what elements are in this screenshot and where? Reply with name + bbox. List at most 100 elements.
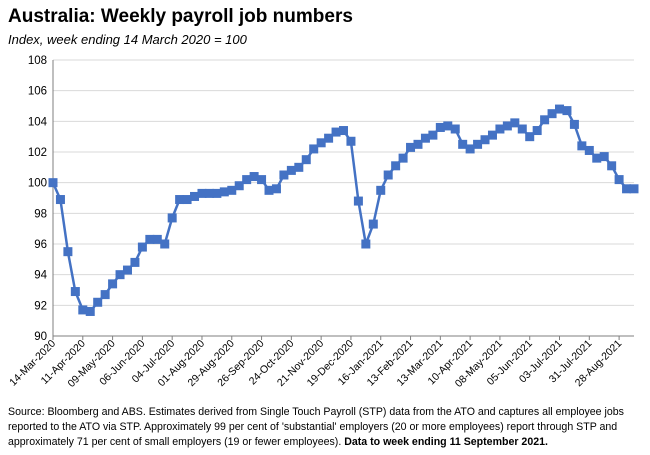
data-point [450,124,460,134]
data-point [234,181,244,191]
data-point [78,305,88,315]
data-cutoff-note: Data to week ending 11 September 2021. [344,436,548,448]
data-point [540,115,550,125]
data-point [487,130,497,140]
data-point [271,184,281,194]
data-point [130,257,140,267]
data-point [190,191,200,201]
chart-title: Australia: Weekly payroll job numbers [8,6,353,27]
data-point [55,195,65,205]
data-point [622,184,632,194]
data-point [555,104,565,114]
data-point [428,130,438,140]
data-point [629,184,639,194]
data-point [48,178,58,188]
data-point [577,141,587,151]
data-point [510,118,520,128]
data-point [517,124,527,134]
data-point [406,142,416,152]
data-point [257,175,267,185]
y-tick-label: 100 [28,178,47,190]
data-point [465,144,475,154]
data-point [204,188,214,198]
chart-subtitle: Index, week ending 14 March 2020 = 100 [8,32,247,47]
data-point [532,126,542,136]
data-point [391,161,401,171]
data-point [346,136,356,146]
data-point [584,145,594,155]
y-tick-label: 90 [34,331,47,343]
data-point [353,196,363,206]
data-point [197,188,207,198]
data-point [614,175,624,185]
data-point [398,153,408,163]
data-point [316,138,326,148]
data-point [264,185,274,195]
y-tick-label: 92 [34,300,47,312]
data-point [339,126,348,136]
data-point [420,133,430,143]
data-point [242,175,252,185]
x-axis: 14-Mar-202011-Apr-202009-May-202006-Jun-… [7,336,624,390]
data-point [480,135,490,145]
data-point [562,106,572,116]
data-point [443,121,453,131]
y-tick-label: 106 [28,86,47,98]
data-point [301,155,311,165]
y-tick-label: 96 [34,239,47,251]
data-point [137,242,147,252]
data-point [108,279,118,289]
data-point [368,219,378,229]
data-point [93,297,103,307]
payroll-line-chart: 90 92 94 96 98 100 102 104 106 108 14-Mar-202011-… [7,55,639,390]
data-point [212,188,222,198]
gridlines [53,59,634,337]
data-point [525,132,535,142]
data-point [182,195,192,205]
data-point [85,306,95,316]
data-point [227,185,237,195]
data-point [63,247,73,257]
data-point [473,139,483,149]
data-point [435,122,445,132]
y-tick-label: 98 [34,208,47,220]
data-point [115,270,125,280]
data-point [175,195,185,205]
series-line [51,107,634,313]
data-point [361,239,371,249]
data-point [286,165,296,175]
data-point [592,153,602,163]
data-point [502,121,512,131]
source-text: Source: Bloomberg and ABS. Estimates der… [8,406,624,448]
data-point [152,234,162,244]
data-point [547,109,557,119]
series-payroll-index [48,104,639,316]
data-point [249,172,259,182]
data-point [279,170,289,180]
data-point [569,119,579,129]
data-point [122,265,132,275]
data-point [383,170,393,180]
y-axis: 90 92 94 96 98 100 102 104 106 108 [28,55,54,343]
y-tick-label: 104 [28,116,48,128]
y-tick-label: 102 [28,147,47,159]
data-point [607,161,617,171]
y-tick-label: 94 [34,270,47,282]
data-point [100,290,110,300]
data-point [413,139,423,149]
data-point [599,152,609,162]
data-point [145,234,155,244]
source-note: Source: Bloomberg and ABS. Estimates der… [8,405,644,450]
data-point [331,127,341,137]
data-point [309,144,319,154]
data-point [219,187,229,197]
data-point [294,162,304,172]
data-point [376,185,386,195]
data-point [495,124,505,134]
data-point [167,213,177,223]
data-point [70,287,80,297]
data-point [324,133,334,143]
data-point [458,139,468,149]
data-point [160,239,170,249]
y-tick-label: 108 [28,55,47,67]
